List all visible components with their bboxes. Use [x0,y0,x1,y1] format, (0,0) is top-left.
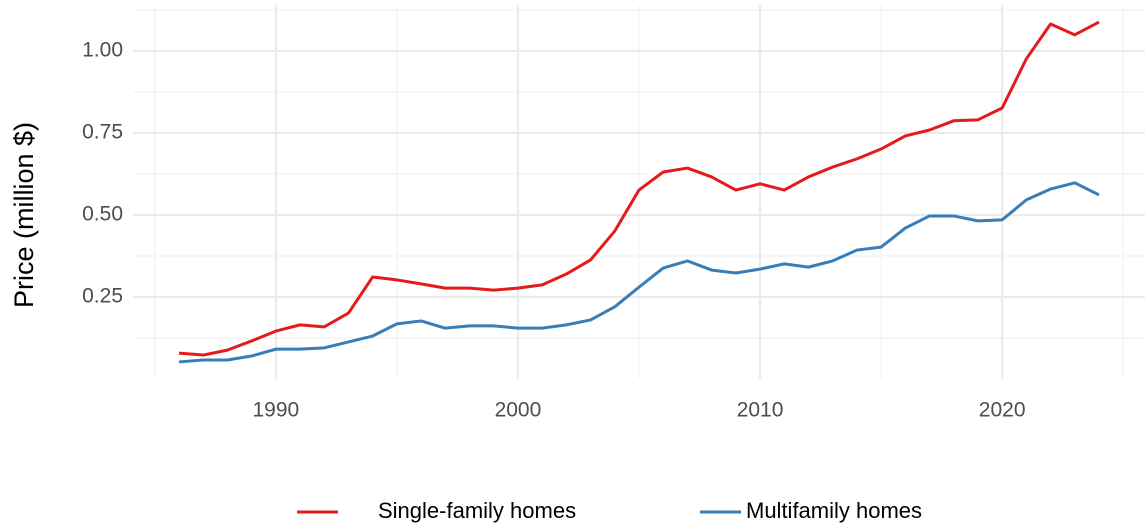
y-axis-label: Price (million $) [9,122,39,308]
x-tick-label: 2010 [737,399,784,422]
y-tick-label: 1.00 [82,38,123,61]
x-tick-label: 2020 [979,399,1026,422]
x-tick-label: 2000 [495,399,542,422]
legend-label: Multifamily homes [746,498,922,523]
series-line [178,20,1100,357]
y-tick-label: 0.25 [82,285,123,308]
x-tick-label: 1990 [252,399,299,422]
series-line [178,181,1100,364]
legend-label: Single-family homes [378,498,576,523]
y-tick-label: 0.50 [82,203,123,226]
y-tick-label: 0.75 [82,120,123,143]
